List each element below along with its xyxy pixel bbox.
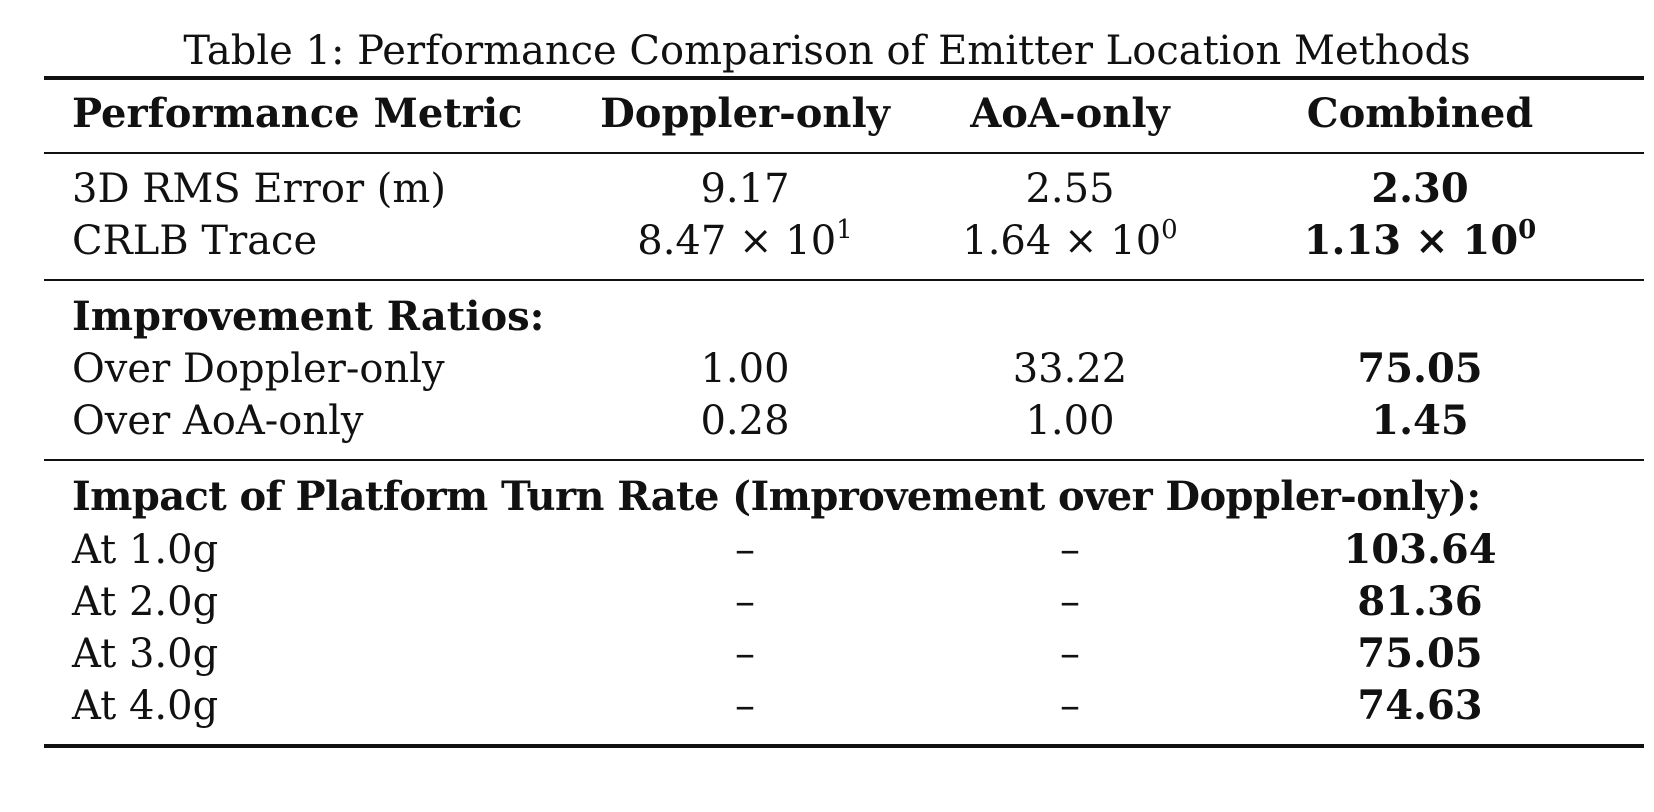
- header-aoa-only: AoA-only: [970, 90, 1170, 137]
- header-performance-metric: Performance Metric: [72, 90, 523, 137]
- aoa-value: 1.64 × 100: [910, 215, 1230, 267]
- row-label: At 1.0g: [72, 527, 219, 573]
- exponent: 0: [1518, 215, 1537, 245]
- row-label: At 2.0g: [72, 579, 219, 625]
- section-rule: [44, 279, 1644, 281]
- exponent: 0: [1161, 215, 1178, 245]
- aoa-value: –: [1060, 579, 1080, 625]
- combined-value: 74.63: [1357, 682, 1483, 729]
- exponent: 1: [836, 215, 853, 245]
- bottom-rule: [44, 744, 1644, 748]
- combined-value: 2.30: [1371, 165, 1469, 212]
- row-label: Over AoA-only: [72, 398, 364, 444]
- aoa-value: –: [1060, 683, 1080, 729]
- header-doppler-only: Doppler-only: [600, 90, 890, 137]
- row-label: 3D RMS Error (m): [72, 166, 446, 212]
- aoa-value: –: [1060, 631, 1080, 677]
- header-combined: Combined: [1306, 90, 1534, 137]
- aoa-value: 33.22: [1012, 346, 1128, 392]
- aoa-value: –: [1060, 527, 1080, 573]
- row-label: At 4.0g: [72, 683, 219, 729]
- section-title-turn-rate: Impact of Platform Turn Rate (Improvemen…: [72, 473, 1481, 520]
- doppler-value: 9.17: [700, 166, 790, 212]
- combined-value: 75.05: [1357, 630, 1483, 677]
- aoa-value: 1.00: [1025, 398, 1115, 444]
- header-rule: [44, 152, 1644, 154]
- combined-value: 103.64: [1343, 526, 1497, 573]
- doppler-value: 8.47 × 101: [580, 215, 910, 267]
- doppler-value: 0.28: [700, 398, 790, 444]
- mantissa: 8.47 × 10: [637, 218, 837, 264]
- combined-value: 1.45: [1371, 397, 1469, 444]
- doppler-value: –: [735, 631, 755, 677]
- doppler-value: –: [735, 527, 755, 573]
- top-rule: [44, 76, 1644, 80]
- doppler-value: 1.00: [700, 346, 790, 392]
- table-caption: Table 1: Performance Comparison of Emitt…: [183, 28, 1471, 74]
- row-label: At 3.0g: [72, 631, 219, 677]
- row-label: Over Doppler-only: [72, 346, 445, 392]
- combined-value: 75.05: [1357, 345, 1483, 392]
- combined-value: 81.36: [1357, 578, 1483, 625]
- doppler-value: –: [735, 683, 755, 729]
- mantissa: 1.13 × 10: [1303, 217, 1519, 264]
- doppler-value: –: [735, 579, 755, 625]
- aoa-value: 2.55: [1025, 166, 1115, 212]
- section-rule: [44, 459, 1644, 461]
- mantissa: 1.64 × 10: [962, 218, 1162, 264]
- row-label: CRLB Trace: [72, 218, 318, 264]
- section-title-improvement: Improvement Ratios:: [72, 293, 545, 340]
- combined-value: 1.13 × 100: [1230, 215, 1610, 267]
